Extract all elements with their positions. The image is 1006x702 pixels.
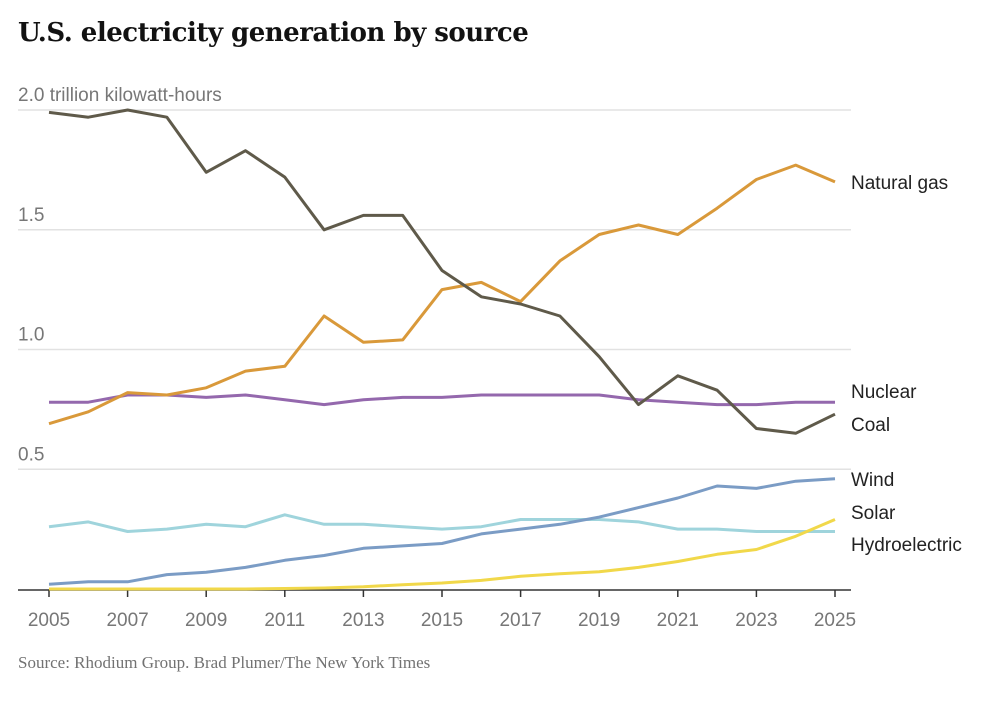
x-tick-label: 2023 bbox=[735, 610, 777, 631]
x-tick-label: 2011 bbox=[264, 610, 305, 631]
x-tick-label: 2007 bbox=[106, 610, 148, 631]
series-line-nuclear bbox=[49, 393, 835, 407]
series-line-wind bbox=[48, 477, 836, 586]
series-label-hydroelectric: Hydroelectric bbox=[851, 535, 962, 556]
x-tick-label: 2017 bbox=[499, 610, 541, 631]
series-label-coal: Coal bbox=[851, 415, 890, 436]
x-tick-label: 2015 bbox=[421, 610, 463, 631]
series-line-natural-gas bbox=[48, 163, 836, 426]
chart-title: U.S. electricity generation by source bbox=[18, 18, 529, 48]
y-tick-label: 1.5 bbox=[18, 205, 44, 226]
series-line-hydroelectric bbox=[48, 513, 835, 533]
x-tick-label: 2021 bbox=[657, 610, 699, 631]
source-credit: Source: Rhodium Group. Brad Plumer/The N… bbox=[18, 653, 431, 672]
x-tick-label: 2005 bbox=[28, 610, 70, 631]
x-tick-label: 2013 bbox=[342, 610, 384, 631]
x-tick-label: 2019 bbox=[578, 610, 620, 631]
series-line-solar bbox=[49, 518, 836, 591]
x-tick-label: 2025 bbox=[814, 610, 856, 631]
x-tick-label: 2009 bbox=[185, 610, 227, 631]
series-label-nuclear: Nuclear bbox=[851, 382, 917, 403]
series-label-solar: Solar bbox=[851, 503, 896, 524]
series-label-wind: Wind bbox=[851, 470, 894, 491]
series-label-natural-gas: Natural gas bbox=[851, 173, 948, 194]
y-tick-label: 2.0 trillion kilowatt-hours bbox=[18, 85, 222, 106]
y-tick-label: 1.0 bbox=[18, 325, 44, 346]
series-line-coal bbox=[48, 108, 836, 435]
y-tick-label: 0.5 bbox=[18, 444, 44, 465]
